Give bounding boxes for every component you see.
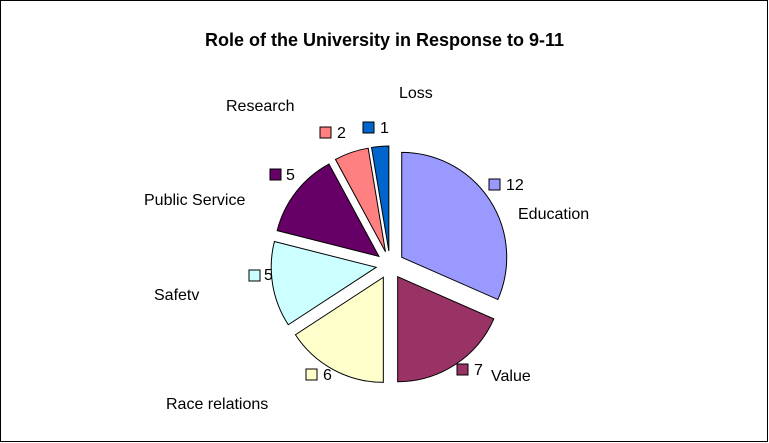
slice-value-loss: 1 [380,120,389,137]
slice-label-value: Value [491,368,531,385]
slice-label-race-relations: Race relations [166,396,268,413]
slice-value-education: 12 [506,177,524,194]
slice-value-safetv: 5 [264,267,273,284]
pie-slice-value [397,275,495,383]
slice-marker-loss [362,121,375,134]
slice-value-research: 2 [337,125,346,142]
slice-label-research: Research [226,98,294,115]
slice-label-loss: Loss [399,85,433,102]
slice-label-safetv: Safetv [154,287,199,304]
slice-value-value: 7 [474,362,483,379]
pie-slice-loss [370,145,390,252]
pie-slice-public-service [276,163,380,258]
slice-value-race-relations: 6 [323,367,332,384]
slice-label-education: Education [518,206,589,223]
slice-marker-value [456,363,469,376]
chart-title: Role of the University in Response to 9-… [204,30,565,50]
slice-label-public-service: Public Service [144,192,245,209]
slice-marker-research [319,126,332,139]
pie-slice-safetv [270,240,378,326]
pie-slice-race-relations [294,276,384,383]
slice-value-public-service: 5 [286,167,295,184]
slice-marker-public-service [269,168,282,181]
slice-marker-education [488,178,501,191]
slice-marker-safetv [248,269,261,282]
slice-marker-race-relations [305,368,318,381]
pie-slice-education [401,151,508,301]
pie-slice-research [334,147,386,252]
